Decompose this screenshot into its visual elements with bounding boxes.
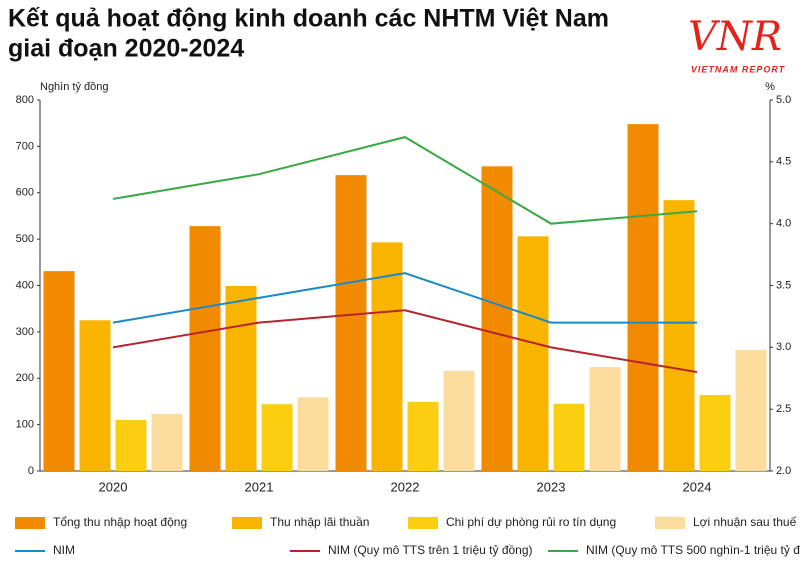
y-tick-label: 700 [16, 140, 34, 152]
bar [517, 236, 549, 471]
y2-tick-label: 3.0 [776, 341, 791, 353]
legend-swatch [655, 517, 685, 529]
y-tick-label: 600 [16, 187, 34, 199]
legend-label: NIM [53, 543, 75, 557]
bar [225, 285, 257, 471]
bar [735, 349, 767, 471]
y2-tick-label: 5.0 [776, 94, 791, 106]
y-tick-label: 200 [16, 372, 34, 384]
y2-tick-label: 3.5 [776, 279, 791, 291]
line [112, 272, 697, 324]
y2-axis-label: % [765, 81, 775, 93]
legend-label: Lợi nhuận sau thuế [693, 515, 797, 529]
bar [407, 401, 439, 471]
legend-label: Chi phí dự phòng rủi ro tín dụng [446, 515, 616, 529]
x-tick-label: 2022 [391, 479, 420, 494]
legend-label: NIM (Quy mô TTS 500 nghìn-1 triệu tỷ đồn… [586, 543, 800, 557]
bar [481, 166, 513, 471]
legend-label: NIM (Quy mô TTS trên 1 triệu tỷ đồng) [328, 543, 533, 557]
x-tick-label: 2024 [683, 479, 712, 494]
legend-swatch [232, 517, 262, 529]
y-tick-label: 800 [16, 94, 34, 106]
y-tick-label: 300 [16, 326, 34, 338]
legend-swatch [408, 517, 438, 529]
bar [79, 320, 111, 471]
y2-tick-label: 4.0 [776, 218, 791, 230]
bar [43, 271, 75, 471]
bar [297, 397, 329, 471]
legend-swatch [15, 517, 45, 529]
bar [699, 394, 731, 471]
bar [627, 124, 659, 472]
legend-label: Tổng thu nhập hoạt động [53, 515, 187, 529]
y2-tick-label: 2.0 [776, 465, 791, 477]
y-axis-label: Nghìn tỷ đồng [40, 81, 109, 93]
bar [443, 370, 475, 471]
logo-subtitle: VIETNAM REPORT [691, 64, 786, 74]
y-tick-label: 500 [16, 233, 34, 245]
legend-label: Thu nhập lãi thuần [270, 515, 369, 529]
bar [151, 413, 183, 471]
x-tick-label: 2020 [99, 479, 128, 494]
bar [261, 404, 293, 471]
bar [663, 200, 695, 472]
bar [589, 367, 621, 471]
bar [371, 242, 403, 471]
line [112, 309, 698, 374]
bar [189, 226, 221, 471]
y-tick-label: 0 [28, 465, 34, 477]
bar [115, 419, 147, 471]
y2-tick-label: 2.5 [776, 403, 791, 415]
x-tick-label: 2021 [245, 479, 274, 494]
y2-tick-label: 4.5 [776, 156, 791, 168]
y-tick-label: 100 [16, 419, 34, 431]
chart-title: Kết quả hoạt động kinh doanh các NHTM Vi… [8, 5, 609, 33]
logo: VNR [688, 14, 782, 60]
bar [335, 175, 367, 471]
line [112, 136, 698, 225]
bar [553, 403, 585, 471]
chart-title: giai đoạn 2020-2024 [8, 35, 244, 63]
x-tick-label: 2023 [537, 479, 566, 494]
y-tick-label: 400 [16, 279, 34, 291]
